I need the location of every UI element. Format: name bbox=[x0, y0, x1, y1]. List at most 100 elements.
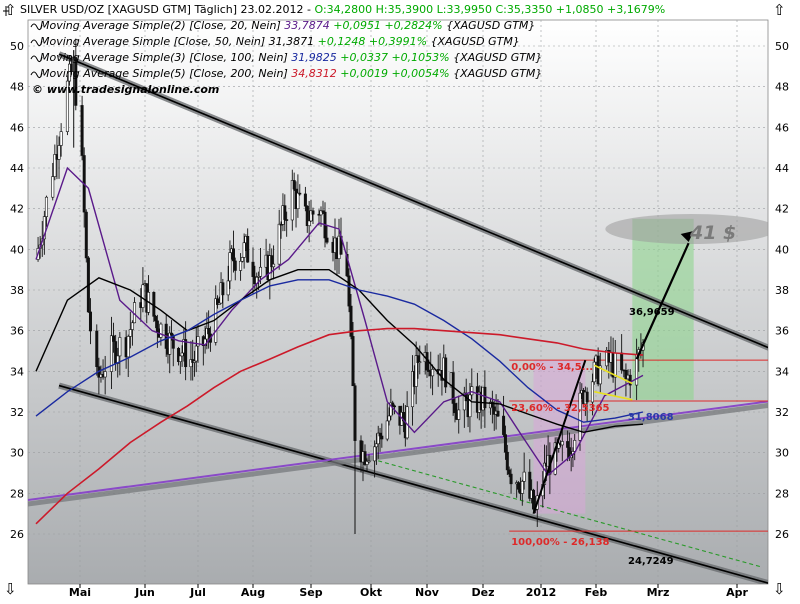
candle-body bbox=[251, 261, 255, 278]
candle-body bbox=[380, 435, 384, 440]
candle-body bbox=[389, 402, 393, 417]
candle-body bbox=[68, 63, 72, 82]
scroll-down-icon[interactable]: ⇩ bbox=[4, 580, 17, 598]
candle-body bbox=[242, 242, 246, 258]
candle-body bbox=[592, 361, 596, 383]
scroll-down-icon[interactable]: ⇩ bbox=[773, 580, 786, 598]
candle-body bbox=[528, 471, 532, 499]
candle-body bbox=[311, 210, 315, 215]
candle-body bbox=[373, 446, 377, 462]
moving-average-line bbox=[35, 269, 644, 434]
legend-ma50: Moving Average Simple [Close, 50, Nein] … bbox=[40, 35, 520, 48]
legend-ma100-change: +0,0337 +0,1053% bbox=[337, 51, 450, 64]
level-label: 24,7249 bbox=[628, 556, 674, 567]
candle-body bbox=[468, 394, 472, 418]
candle-body bbox=[307, 220, 311, 227]
candle-body bbox=[118, 337, 122, 357]
x-tick-label: Apr bbox=[726, 586, 748, 599]
candle-body bbox=[159, 323, 163, 338]
candle-body bbox=[51, 176, 55, 198]
candle-body bbox=[240, 257, 244, 262]
candle-body bbox=[321, 210, 325, 213]
candle-body bbox=[44, 196, 48, 217]
y-tick-label-right: 30 bbox=[775, 447, 789, 460]
legend-title-prefix: SILVER USD/OZ [XAGUSD GTM] Täglich] 23.0… bbox=[20, 3, 315, 16]
y-tick-label-left: 26 bbox=[10, 528, 24, 541]
candle-body bbox=[88, 311, 92, 332]
candle-body bbox=[233, 260, 237, 271]
candle-body bbox=[378, 432, 382, 437]
candle-body bbox=[590, 381, 594, 403]
axes: 26 26 28 28 30 30 32 32 34 34 36 36 38 38 40 40 42 42 44 44… bbox=[10, 40, 789, 599]
ma-line-icon bbox=[30, 55, 43, 63]
x-tick-label: Nov bbox=[415, 586, 440, 599]
candle-body bbox=[347, 275, 351, 307]
candle-body bbox=[177, 348, 181, 362]
candle-body bbox=[305, 205, 309, 227]
legend-title-ohl: O:34,2800 H:35,3900 L:33,9950 bbox=[315, 3, 496, 16]
y-tick-label-left: 34 bbox=[10, 365, 24, 378]
legend-ma100-value: 31,9825 bbox=[291, 51, 337, 64]
candle-body bbox=[470, 386, 474, 396]
legend-ma100: Moving Average Simple(3) [Close, 100, Ne… bbox=[40, 51, 542, 64]
candle-body bbox=[279, 223, 283, 226]
flag-line bbox=[593, 364, 633, 385]
candle-body bbox=[258, 266, 262, 277]
candle-body bbox=[414, 355, 418, 387]
instrument-icon bbox=[3, 6, 9, 16]
candle-body bbox=[505, 451, 509, 471]
x-tick-label: Sep bbox=[299, 586, 322, 599]
candle-body bbox=[624, 370, 628, 380]
x-tick-label: Jul bbox=[189, 586, 206, 599]
candle-body bbox=[490, 401, 494, 408]
candle-body bbox=[226, 280, 230, 296]
y-tick-label-left: 28 bbox=[10, 487, 24, 500]
legend-title-close: C:35,3350 +1,0850 +3,1679% bbox=[495, 3, 665, 16]
target-ellipse bbox=[605, 214, 768, 244]
ma-line-icon bbox=[30, 71, 43, 79]
level-label: 36,9659 bbox=[629, 307, 675, 318]
y-tick-label-right: 38 bbox=[775, 284, 789, 297]
x-tick-label: Mai bbox=[69, 586, 91, 599]
candle-body bbox=[365, 461, 369, 465]
rising-trendline bbox=[28, 400, 768, 502]
candle-body bbox=[351, 336, 355, 387]
moving-average-line bbox=[35, 166, 644, 477]
candle-body bbox=[170, 332, 174, 336]
scroll-up-icon[interactable]: ⇧ bbox=[773, 1, 786, 19]
candle-body bbox=[57, 145, 61, 160]
y-tick-label-left: 36 bbox=[10, 325, 24, 338]
candle-body bbox=[270, 255, 274, 268]
candle-body bbox=[298, 192, 302, 195]
level-label: 31,8068 bbox=[628, 412, 674, 423]
candle-body bbox=[520, 481, 524, 494]
moving-average-line bbox=[35, 279, 644, 423]
y-tick-label-left: 38 bbox=[10, 284, 24, 297]
legend-ma50-value: 31,3871 bbox=[269, 35, 315, 48]
legend-ma20-value: 33,7874 bbox=[284, 19, 330, 32]
legend-ma100-label: Moving Average Simple(3) [Close, 100, Ne… bbox=[40, 51, 291, 64]
legend-ma50-label: Moving Average Simple [Close, 50, Nein] bbox=[40, 35, 269, 48]
x-tick-label: Okt bbox=[360, 586, 382, 599]
x-tick-label: Aug bbox=[241, 586, 265, 599]
green-dashed-line bbox=[378, 460, 761, 568]
x-tick-label: 2012 bbox=[526, 586, 557, 599]
x-tick-label: Feb bbox=[585, 586, 608, 599]
legend: SILVER USD/OZ [XAGUSD GTM] Täglich] 23.0… bbox=[3, 3, 665, 96]
candle-body bbox=[74, 57, 78, 106]
legend-ma20-change: +0,0951 +0,2824% bbox=[330, 19, 443, 32]
y-tick-label-left: 42 bbox=[10, 203, 24, 216]
fib-label: 23,60% - 32,5365 bbox=[511, 403, 609, 414]
scroll-up-icon[interactable]: ⇧ bbox=[4, 1, 17, 19]
candle-body bbox=[95, 330, 99, 367]
candle-body bbox=[168, 332, 172, 355]
candle-body bbox=[391, 402, 395, 407]
candle-body bbox=[194, 345, 198, 362]
candle-body bbox=[566, 441, 570, 448]
candle-body bbox=[303, 193, 307, 207]
ma-line-icon bbox=[30, 39, 43, 47]
candle-body bbox=[178, 355, 182, 362]
candle-body bbox=[392, 405, 396, 408]
watermark: © www.tradesignalonline.com bbox=[32, 83, 219, 96]
candle-body bbox=[65, 80, 69, 132]
